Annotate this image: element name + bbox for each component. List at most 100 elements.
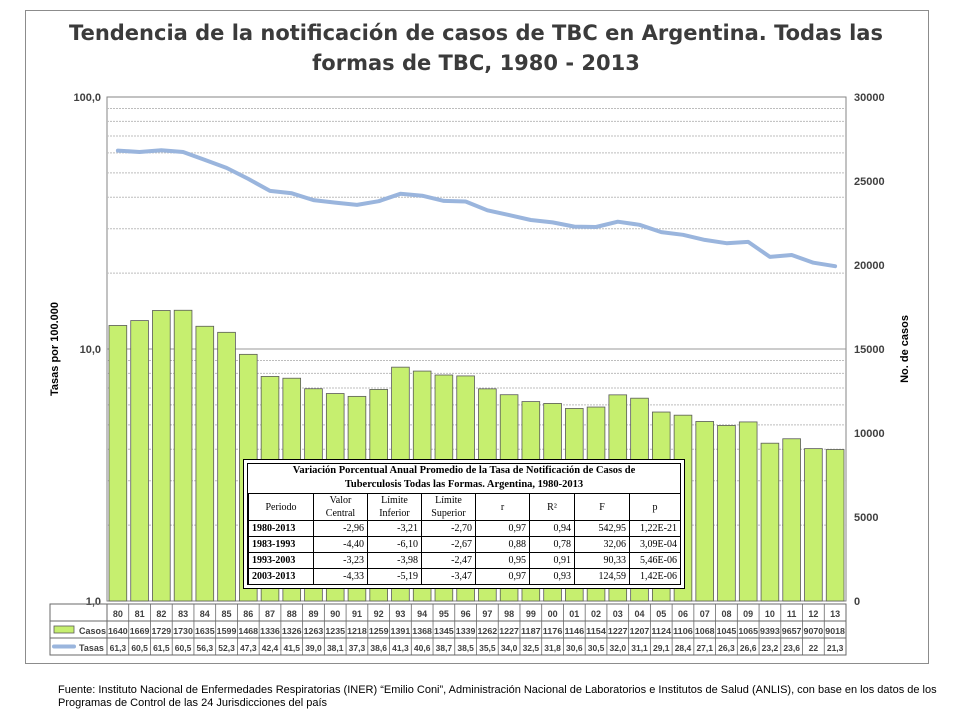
x-tick-label: 89 — [308, 609, 318, 619]
tasas-value-label: 28,4 — [675, 643, 692, 653]
stats-value-cell: -3,21 — [367, 520, 422, 537]
tasas-value-label: 26,3 — [718, 643, 735, 653]
bar-casos-08 — [717, 425, 736, 602]
tasas-value-label: 30,6 — [566, 643, 583, 653]
casos-value-label: 1207 — [630, 626, 650, 636]
right-tick-label: 5000 — [854, 512, 878, 524]
stats-value-cell: 5,46E-06 — [629, 552, 681, 569]
stats-period-cell: 1993-2003 — [248, 552, 314, 569]
casos-value-label: 1187 — [521, 626, 541, 636]
right-tick-label: 30000 — [854, 92, 885, 104]
casos-value-label: 1326 — [282, 626, 302, 636]
stats-row: 1993-2003 -3,23 -3,98 -2,47 0,95 0,91 90,33 5,4… — [248, 552, 681, 569]
stats-value-cell: 3,09E-04 — [629, 536, 681, 553]
bar-casos-10 — [760, 442, 780, 602]
source-label: Fuente — [58, 684, 93, 696]
x-tick-label: 99 — [526, 609, 536, 619]
stats-header-cell: r — [475, 493, 530, 521]
stats-header-cell: Periodo — [248, 493, 314, 521]
casos-value-label: 1146 — [564, 626, 584, 636]
x-tick-label: 10 — [765, 609, 775, 619]
casos-value-label: 1045 — [717, 626, 737, 636]
tasas-value-label: 38,6 — [370, 643, 387, 653]
x-tick-label: 06 — [678, 609, 688, 619]
x-tick-label: 86 — [243, 609, 253, 619]
casos-value-label: 1339 — [456, 626, 476, 636]
stats-period-cell: 1983-1993 — [248, 536, 314, 553]
tasas-value-label: 60,5 — [131, 643, 148, 653]
left-tick-label: 100,0 — [73, 92, 101, 104]
tasas-value-label: 30,5 — [588, 643, 605, 653]
tasas-value-label: 60,5 — [175, 643, 192, 653]
tasas-value-label: 41,5 — [283, 643, 300, 653]
stats-caption-2: Tuberculosis Todas las Formas. Argentina… — [344, 479, 584, 490]
x-tick-label: 02 — [591, 609, 601, 619]
casos-value-label: 9018 — [825, 626, 845, 636]
stats-header-cell: p — [629, 493, 681, 521]
right-tick-label: 20000 — [854, 260, 885, 272]
tasas-value-label: 31,8 — [544, 643, 561, 653]
casos-value-label: 1669 — [130, 626, 150, 636]
casos-value-label: 1227 — [499, 626, 519, 636]
x-tick-label: 93 — [395, 609, 405, 619]
x-tick-label: 04 — [635, 609, 645, 619]
tasas-value-label: 38,1 — [327, 643, 344, 653]
x-tick-label: 97 — [482, 609, 492, 619]
bar-casos-82 — [152, 310, 171, 602]
stats-row: 1983-1993 -4,40 -6,10 -2,67 0,88 0,78 32,06 3,0… — [248, 536, 681, 553]
stats-value-cell: -3,47 — [421, 568, 476, 585]
tasas-value-label: 32,0 — [610, 643, 627, 653]
x-tick-label: 81 — [135, 609, 145, 619]
casos-value-label: 1227 — [608, 626, 628, 636]
stats-value-cell: 124,59 — [574, 568, 630, 585]
stats-value-cell: 90,33 — [574, 552, 630, 569]
stats-table: Periodo Valor Central Límite Inferior Límit… — [248, 493, 681, 585]
stats-header-cell: Límite Inferior — [367, 493, 422, 521]
stats-period-cell: 2003-2013 — [248, 568, 314, 585]
tasas-value-label: 35,5 — [479, 643, 496, 653]
x-tick-label: 88 — [287, 609, 297, 619]
stats-table-box: Variación Porcentual Anual Promedio de l… — [243, 459, 685, 589]
stats-header-cell: R² — [529, 493, 575, 521]
x-tick-label: 96 — [461, 609, 471, 619]
right-tick-label: 0 — [854, 596, 860, 608]
stats-period-cell: 1980-2013 — [248, 520, 314, 537]
tasas-value-label: 47,3 — [240, 643, 257, 653]
casos-value-label: 1640 — [108, 626, 128, 636]
casos-value-label: 1635 — [195, 626, 215, 636]
stats-header-cell: Valor Central — [313, 493, 368, 521]
tasas-value-label: 56,3 — [197, 643, 214, 653]
casos-value-label: 1124 — [651, 626, 671, 636]
line-tasas — [115, 148, 838, 269]
stats-value-cell: -3,98 — [367, 552, 422, 569]
casos-value-label: 1176 — [543, 626, 563, 636]
casos-value-label: 1065 — [738, 626, 758, 636]
legend-label-casos: Casos — [79, 626, 106, 636]
tasas-value-label: 39,0 — [305, 643, 322, 653]
left-axis-title: Tasas por 100.000 — [49, 302, 61, 396]
x-tick-label: 03 — [613, 609, 623, 619]
stats-value-cell: 0,93 — [529, 568, 575, 585]
x-tick-label: 83 — [178, 609, 188, 619]
stats-value-cell: -6,10 — [367, 536, 422, 553]
stats-header-row: Periodo Valor Central Límite Inferior Límit… — [248, 493, 681, 521]
casos-value-label: 1730 — [173, 626, 193, 636]
x-tick-label: 84 — [200, 609, 210, 619]
stats-value-cell: -2,96 — [313, 520, 368, 537]
stats-value-cell: -3,23 — [313, 552, 368, 569]
casos-value-label: 1391 — [391, 626, 411, 636]
bar-casos-13 — [825, 449, 845, 602]
stats-value-cell: -4,40 — [313, 536, 368, 553]
tasas-value-label: 23,2 — [762, 643, 779, 653]
x-tick-label: 01 — [569, 609, 579, 619]
casos-value-label: 1068 — [695, 626, 715, 636]
tasas-value-label: 22 — [809, 643, 819, 653]
bar-casos-81 — [130, 320, 149, 602]
stats-value-cell: 0,97 — [475, 568, 530, 585]
left-tick-label: 1,0 — [86, 596, 101, 608]
stats-row: 1980-2013 -2,96 -3,21 -2,70 0,97 0,94 542,95 1,… — [248, 520, 681, 537]
tasas-value-label: 23,6 — [783, 643, 800, 653]
tasas-value-label: 41,3 — [392, 643, 409, 653]
stats-value-cell: 1,42E-06 — [629, 568, 681, 585]
right-tick-label: 10000 — [854, 428, 885, 440]
